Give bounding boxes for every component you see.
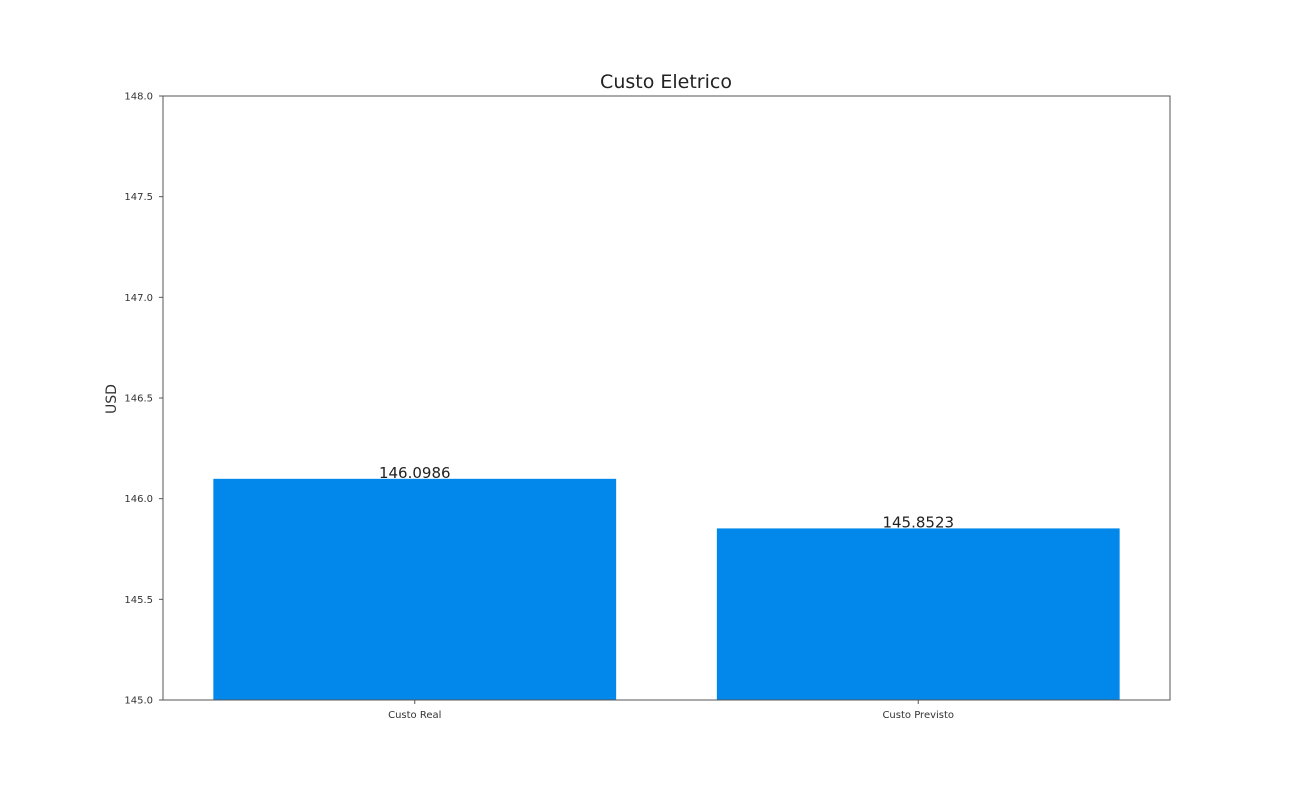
y-tick-label: 146.0	[124, 494, 153, 505]
y-tick-label: 148.0	[124, 92, 153, 103]
x-axis-ticks: Custo Real Custo Previsto	[388, 700, 954, 721]
y-tick-label: 146.5	[124, 394, 153, 405]
x-tick-label: Custo Real	[388, 710, 441, 721]
y-axis-ticks: 145.0 145.5 146.0 146.5 147.0 147.5 148.0	[124, 92, 163, 707]
y-tick-label: 145.0	[124, 696, 153, 707]
y-axis-label: USD	[104, 384, 120, 414]
bars-group	[213, 478, 1120, 700]
y-tick-label: 147.5	[124, 192, 153, 203]
data-labels-group: 146.0986 145.8523	[379, 464, 954, 532]
chart-title: Custo Eletrico	[600, 71, 732, 93]
x-tick-label: Custo Previsto	[882, 710, 954, 721]
data-label: 145.8523	[882, 513, 954, 531]
y-tick-label: 147.0	[124, 293, 153, 304]
data-label: 146.0986	[379, 464, 451, 482]
plot-area-frame	[162, 95, 1171, 701]
bar-custo-previsto	[716, 528, 1120, 700]
y-tick-label: 145.5	[124, 595, 153, 606]
bar-custo-real	[213, 478, 617, 700]
